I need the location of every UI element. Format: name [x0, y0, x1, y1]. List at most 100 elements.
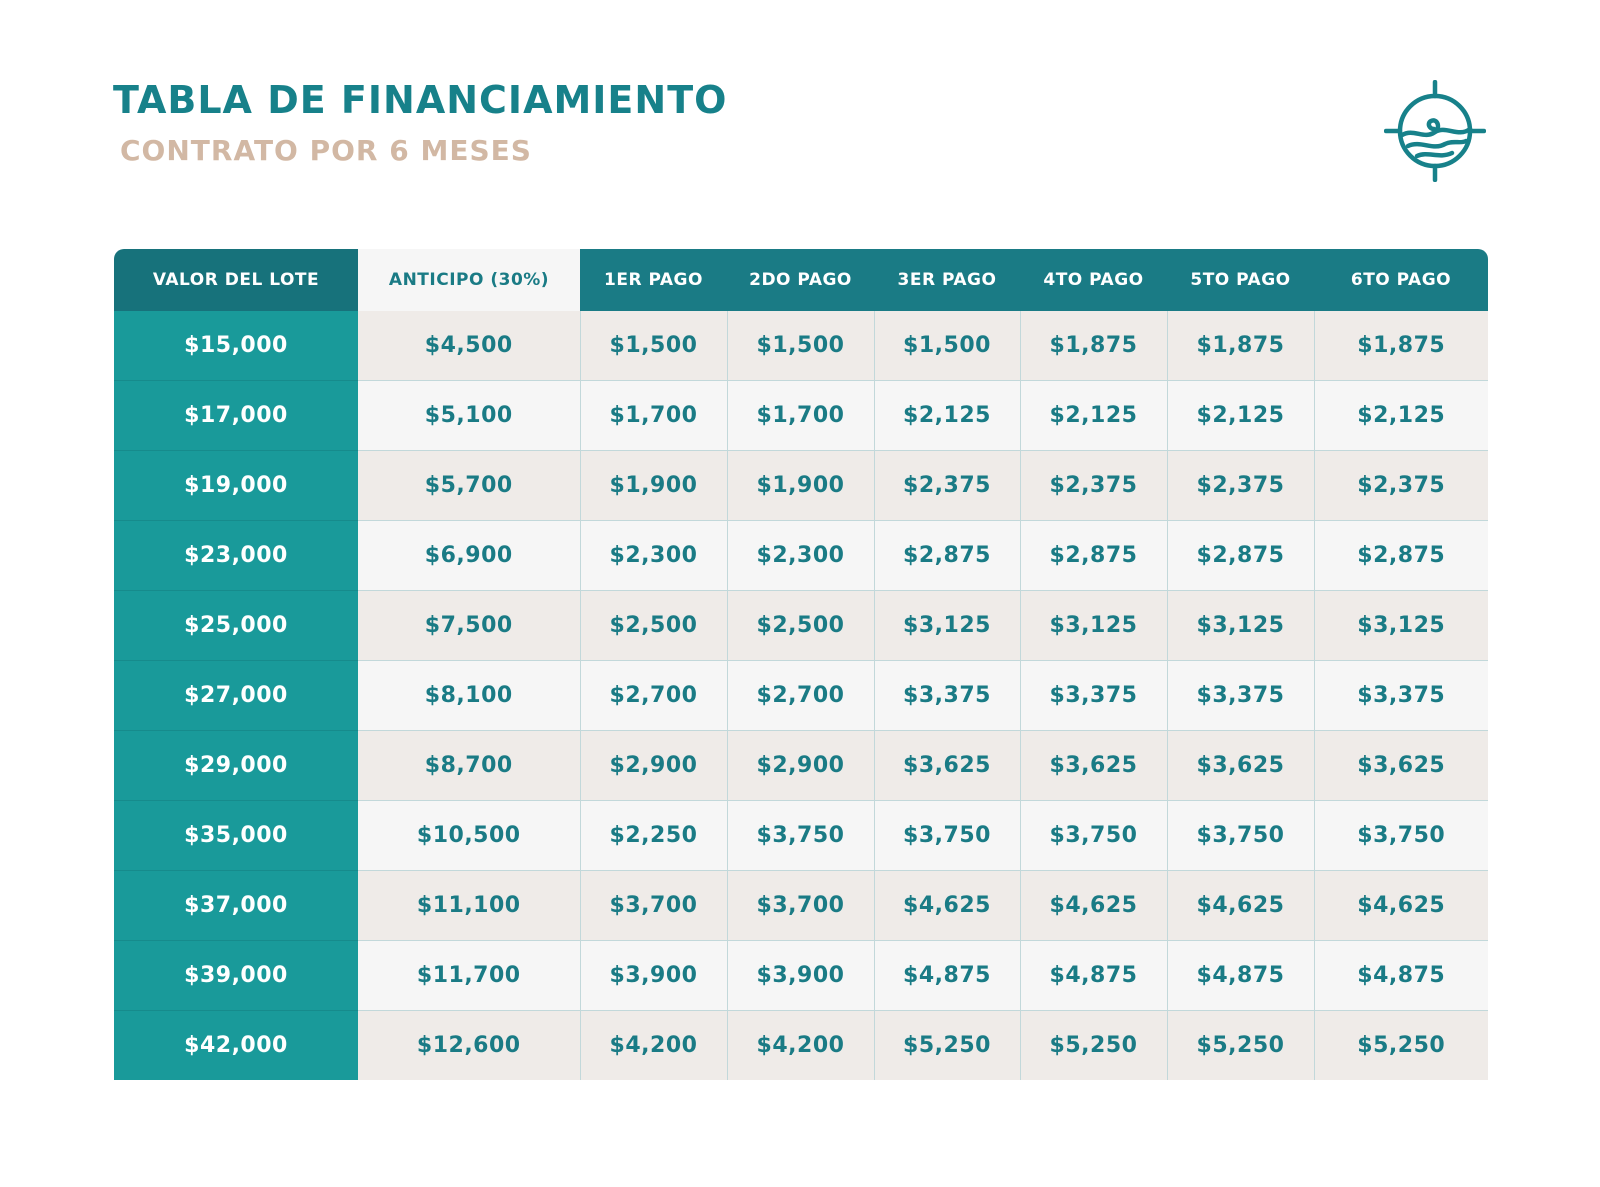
- pago-2-cell: $3,750: [727, 800, 875, 871]
- pago-2-cell: $2,900: [727, 730, 875, 801]
- column-header-5to-pago: 5TO PAGO: [1167, 249, 1314, 311]
- pago-2-cell: $3,900: [727, 940, 875, 1011]
- table-row: $35,000 $10,500 $2,250 $3,750 $3,750 $3,750 $3…: [114, 800, 1488, 871]
- pago-6-cell: $5,250: [1314, 1010, 1488, 1080]
- table-row: $19,000 $5,700 $1,900 $1,900 $2,375 $2,375 $2,…: [114, 450, 1488, 521]
- pago-4-cell: $1,875: [1020, 311, 1168, 381]
- pago-5-cell: $5,250: [1167, 1010, 1315, 1080]
- table-row: $37,000 $11,100 $3,700 $3,700 $4,625 $4,625 $4…: [114, 870, 1488, 941]
- pago-6-cell: $3,625: [1314, 730, 1488, 801]
- anticipo-cell: $6,900: [358, 520, 581, 591]
- valor-del-lote-cell: $39,000: [114, 940, 358, 1011]
- pago-6-cell: $4,625: [1314, 870, 1488, 941]
- pago-5-cell: $4,875: [1167, 940, 1315, 1011]
- pago-6-cell: $1,875: [1314, 311, 1488, 381]
- anticipo-cell: $5,100: [358, 380, 581, 451]
- pago-3-cell: $5,250: [874, 1010, 1021, 1080]
- pago-6-cell: $2,375: [1314, 450, 1488, 521]
- pago-1-cell: $1,700: [580, 380, 728, 451]
- pago-4-cell: $3,125: [1020, 590, 1168, 661]
- page-subtitle: CONTRATO POR 6 MESES: [120, 134, 532, 167]
- pago-4-cell: $2,125: [1020, 380, 1168, 451]
- anticipo-cell: $10,500: [358, 800, 581, 871]
- pago-1-cell: $2,250: [580, 800, 728, 871]
- pago-2-cell: $2,700: [727, 660, 875, 731]
- pago-3-cell: $3,375: [874, 660, 1021, 731]
- anticipo-cell: $11,100: [358, 870, 581, 941]
- valor-del-lote-cell: $23,000: [114, 520, 358, 591]
- column-header-valor-del-lote: VALOR DEL LOTE: [114, 249, 358, 311]
- financing-table-container: VALOR DEL LOTE ANTICIPO (30%) 1ER PAGO 2…: [114, 249, 1488, 1109]
- column-header-1er-pago: 1ER PAGO: [580, 249, 727, 311]
- valor-del-lote-cell: $17,000: [114, 380, 358, 451]
- column-header-2do-pago: 2DO PAGO: [727, 249, 874, 311]
- table-row: $15,000 $4,500 $1,500 $1,500 $1,500 $1,875 $1,…: [114, 311, 1488, 381]
- pago-4-cell: $2,875: [1020, 520, 1168, 591]
- pago-6-cell: $3,125: [1314, 590, 1488, 661]
- pago-5-cell: $3,750: [1167, 800, 1315, 871]
- table-row: $39,000 $11,700 $3,900 $3,900 $4,875 $4,875 $4…: [114, 940, 1488, 1011]
- table-row: $23,000 $6,900 $2,300 $2,300 $2,875 $2,875 $2,…: [114, 520, 1488, 591]
- column-header-6to-pago: 6TO PAGO: [1314, 249, 1488, 311]
- pago-1-cell: $4,200: [580, 1010, 728, 1080]
- pago-5-cell: $3,375: [1167, 660, 1315, 731]
- pago-5-cell: $2,875: [1167, 520, 1315, 591]
- pago-1-cell: $3,700: [580, 870, 728, 941]
- valor-del-lote-cell: $35,000: [114, 800, 358, 871]
- pago-4-cell: $3,625: [1020, 730, 1168, 801]
- pago-2-cell: $4,200: [727, 1010, 875, 1080]
- pago-1-cell: $2,700: [580, 660, 728, 731]
- pago-4-cell: $5,250: [1020, 1010, 1168, 1080]
- anticipo-cell: $8,700: [358, 730, 581, 801]
- anticipo-cell: $7,500: [358, 590, 581, 661]
- pago-2-cell: $3,700: [727, 870, 875, 941]
- pago-2-cell: $2,500: [727, 590, 875, 661]
- pago-3-cell: $3,625: [874, 730, 1021, 801]
- pago-5-cell: $3,625: [1167, 730, 1315, 801]
- pago-6-cell: $3,375: [1314, 660, 1488, 731]
- column-header-3er-pago: 3ER PAGO: [874, 249, 1020, 311]
- pago-5-cell: $4,625: [1167, 870, 1315, 941]
- pago-6-cell: $2,125: [1314, 380, 1488, 451]
- pago-4-cell: $4,875: [1020, 940, 1168, 1011]
- pago-5-cell: $1,875: [1167, 311, 1315, 381]
- pago-2-cell: $2,300: [727, 520, 875, 591]
- pago-4-cell: $4,625: [1020, 870, 1168, 941]
- pago-3-cell: $3,750: [874, 800, 1021, 871]
- pago-2-cell: $1,700: [727, 380, 875, 451]
- pago-3-cell: $1,500: [874, 311, 1021, 381]
- valor-del-lote-cell: $25,000: [114, 590, 358, 661]
- pago-6-cell: $4,875: [1314, 940, 1488, 1011]
- column-header-4to-pago: 4TO PAGO: [1020, 249, 1167, 311]
- pago-3-cell: $3,125: [874, 590, 1021, 661]
- column-header-anticipo: ANTICIPO (30%): [358, 249, 580, 311]
- pago-5-cell: $3,125: [1167, 590, 1315, 661]
- anticipo-cell: $5,700: [358, 450, 581, 521]
- pago-6-cell: $2,875: [1314, 520, 1488, 591]
- anticipo-cell: $11,700: [358, 940, 581, 1011]
- pago-1-cell: $2,300: [580, 520, 728, 591]
- financing-table: VALOR DEL LOTE ANTICIPO (30%) 1ER PAGO 2…: [114, 249, 1488, 1080]
- pago-1-cell: $3,900: [580, 940, 728, 1011]
- pago-6-cell: $3,750: [1314, 800, 1488, 871]
- valor-del-lote-cell: $29,000: [114, 730, 358, 801]
- crosshair-wave-icon: [1384, 80, 1486, 182]
- valor-del-lote-cell: $27,000: [114, 660, 358, 731]
- pago-4-cell: $2,375: [1020, 450, 1168, 521]
- valor-del-lote-cell: $19,000: [114, 450, 358, 521]
- table-row: $25,000 $7,500 $2,500 $2,500 $3,125 $3,125 $3,…: [114, 590, 1488, 661]
- pago-4-cell: $3,375: [1020, 660, 1168, 731]
- pago-1-cell: $1,900: [580, 450, 728, 521]
- pago-3-cell: $4,875: [874, 940, 1021, 1011]
- table-row: $29,000 $8,700 $2,900 $2,900 $3,625 $3,625 $3,…: [114, 730, 1488, 801]
- valor-del-lote-cell: $37,000: [114, 870, 358, 941]
- pago-1-cell: $2,900: [580, 730, 728, 801]
- pago-3-cell: $2,375: [874, 450, 1021, 521]
- pago-1-cell: $1,500: [580, 311, 728, 381]
- table-row: $17,000 $5,100 $1,700 $1,700 $2,125 $2,125 $2,…: [114, 380, 1488, 451]
- pago-5-cell: $2,375: [1167, 450, 1315, 521]
- table-header-row: VALOR DEL LOTE ANTICIPO (30%) 1ER PAGO 2…: [114, 249, 1488, 311]
- pago-2-cell: $1,500: [727, 311, 875, 381]
- pago-2-cell: $1,900: [727, 450, 875, 521]
- pago-5-cell: $2,125: [1167, 380, 1315, 451]
